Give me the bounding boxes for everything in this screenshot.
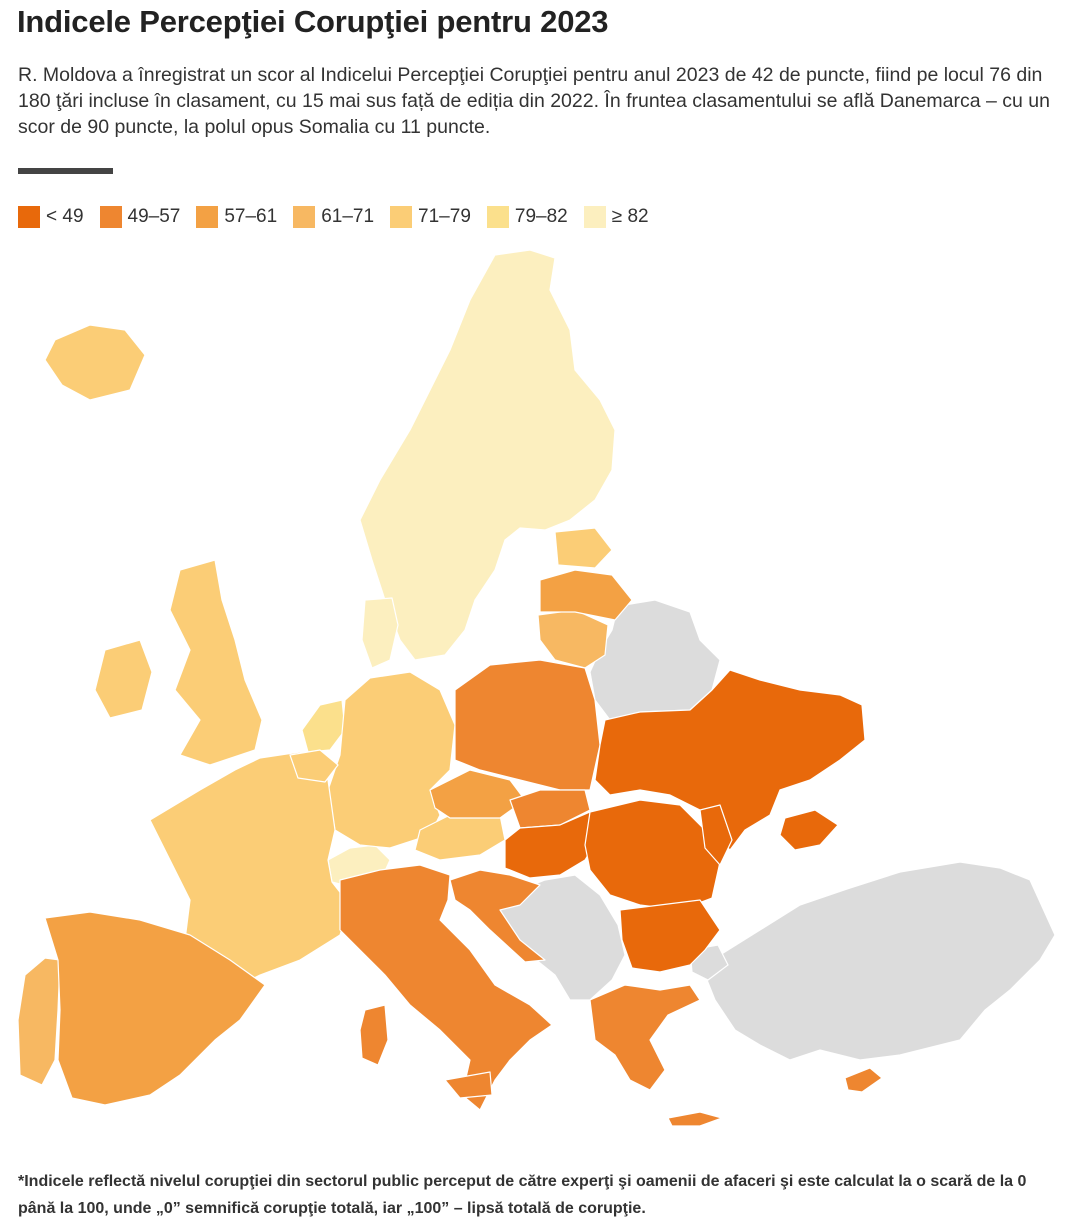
subtitle: R. Moldova a înregistrat un scor al Indi…: [18, 64, 1050, 138]
europe-map: [17, 249, 1056, 1127]
region-lithuania: [537, 609, 609, 669]
region-portugal: [17, 957, 61, 1086]
region-belgium: [289, 749, 339, 783]
region-iceland: [44, 324, 146, 401]
legend-swatch: [196, 206, 219, 228]
region-poland: [454, 659, 601, 791]
legend-item: 79–82: [486, 206, 568, 228]
legend-item: 61–71: [293, 206, 374, 228]
region-crete: [667, 1111, 723, 1127]
region-ireland: [94, 639, 153, 719]
legend-item: 71–79: [390, 206, 471, 228]
legend-swatch: [583, 206, 606, 228]
legend-label: 49–57: [127, 206, 181, 227]
region-greece: [589, 984, 701, 1091]
footnote: *Indicele reflectă nivelul corupţiei din…: [18, 1173, 1027, 1217]
region-sardinia: [359, 1004, 389, 1066]
legend-swatch: [99, 206, 122, 228]
page-title: Indicele Percepţiei Corupţiei pentru 202…: [17, 4, 609, 39]
region-cyprus: [844, 1067, 883, 1093]
legend-label: 57–61: [224, 206, 278, 227]
region-bulgaria: [619, 899, 721, 973]
divider: [18, 168, 113, 174]
region-crimea: [779, 809, 839, 851]
legend-swatch: [390, 206, 413, 228]
region-turkey: [704, 861, 1056, 1061]
region-italy: [339, 864, 553, 1111]
region-spain: [44, 911, 266, 1106]
region-netherlands: [301, 699, 346, 753]
region-czechia: [429, 769, 526, 819]
legend-label: 61–71: [321, 206, 375, 227]
region-ukraine: [594, 669, 866, 851]
region-uk: [169, 559, 263, 766]
legend-item: 49–57: [99, 206, 181, 228]
region-nordics: [359, 249, 616, 661]
region-romania: [584, 799, 721, 911]
region-denmark: [361, 597, 399, 669]
legend-swatch: [486, 206, 509, 228]
legend-item: < 49: [18, 206, 84, 228]
legend-label: 79–82: [514, 206, 568, 227]
region-moldova: [699, 804, 733, 866]
legend: < 49 49–57 57–61 61–71 71–79 79–82 ≥ 82: [18, 204, 665, 230]
region-sicily: [444, 1071, 493, 1099]
region-croatia: [449, 869, 546, 963]
legend-item: ≥ 82: [583, 206, 649, 228]
legend-item: 57–61: [196, 206, 277, 228]
legend-label: ≥ 82: [611, 206, 649, 227]
legend-swatch: [18, 206, 40, 228]
legend-label: < 49: [46, 206, 84, 227]
region-latvia: [539, 569, 633, 621]
region-estonia: [554, 527, 613, 569]
legend-swatch: [293, 206, 316, 228]
legend-label: 71–79: [418, 206, 471, 227]
